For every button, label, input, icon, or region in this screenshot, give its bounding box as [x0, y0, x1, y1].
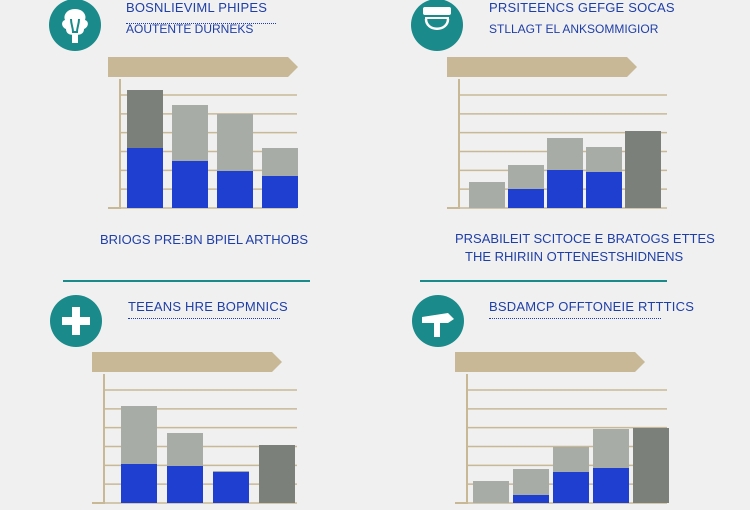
banner-arrow	[92, 352, 282, 372]
bar-segment-blue	[593, 468, 629, 503]
chart-panel-3: TEEANS HRE BOPMNICS	[0, 250, 375, 504]
panel-title: BSDAMCP OFFTONEIE RTTTICS	[489, 299, 695, 314]
axis-frame	[447, 79, 460, 209]
bar-segment-blue	[127, 148, 163, 208]
bar-total	[633, 428, 669, 503]
bar-segment-blue	[508, 189, 544, 208]
banner-arrow	[455, 352, 645, 372]
panel-title: PRSITEENCS GEFGE SOCAS	[489, 0, 675, 15]
monitor-icon	[411, 0, 463, 51]
chart-panel-1: BOSNLIEVIML PHIPES AOUTENTE DURNEKS BRIO…	[0, 0, 375, 250]
chart-caption: PRSABILEIT SCITOCE E BRATOGS ETTES	[455, 231, 715, 246]
banner-arrow	[108, 57, 298, 77]
signpost-icon	[412, 295, 464, 347]
bar-total	[625, 131, 661, 208]
bar-chart	[108, 57, 298, 209]
bar-segment-blue	[513, 495, 549, 503]
panel-subtitle: AOUTENTE DURNEKS	[126, 22, 254, 36]
chart-panel-4: BSDAMCP OFFTONEIE RTTTICS	[375, 250, 750, 504]
axis-frame	[455, 374, 468, 504]
bar-segment-blue	[586, 172, 622, 208]
bar-segment-blue	[547, 170, 583, 208]
bar-total	[473, 481, 509, 503]
axis-frame	[92, 374, 105, 504]
bar-segment-blue	[172, 161, 208, 208]
axis-frame	[108, 79, 121, 209]
title-dots	[489, 314, 661, 319]
panel-title: TEEANS HRE BOPMNICS	[128, 299, 288, 314]
bar-segment-blue	[262, 176, 298, 208]
bar-segment-blue	[553, 472, 589, 503]
chart-panel-2: PRSITEENCS GEFGE SOCAS STLLAGT EL ANKSOM…	[375, 0, 750, 264]
bar-total	[469, 182, 505, 208]
horizontal-divider	[420, 280, 667, 282]
title-dots	[128, 314, 280, 319]
bar-segment-blue	[121, 464, 157, 503]
plus-icon	[50, 295, 102, 347]
banner-arrow	[447, 57, 637, 77]
horizontal-divider	[63, 280, 310, 282]
chart-caption: BRIOGS PRE:BN BPIEL ARTHOBS	[100, 232, 309, 247]
title-dots	[126, 19, 276, 24]
panel-subtitle: STLLAGT EL ANKSOMMIGIOR	[489, 22, 659, 36]
bar-chart	[92, 352, 297, 504]
bar-chart	[455, 352, 669, 504]
bar-segment-blue	[213, 472, 249, 503]
panel-title: BOSNLIEVIML PHIPES	[126, 0, 268, 15]
bar-chart	[447, 57, 667, 209]
chart-caption-2: THE RHIRIIN OTTENESTSHIDNENS	[465, 249, 684, 264]
bar-total	[259, 445, 295, 503]
tree-icon	[49, 0, 101, 51]
bar-segment-blue	[167, 466, 203, 503]
bar-segment-blue	[217, 171, 253, 208]
